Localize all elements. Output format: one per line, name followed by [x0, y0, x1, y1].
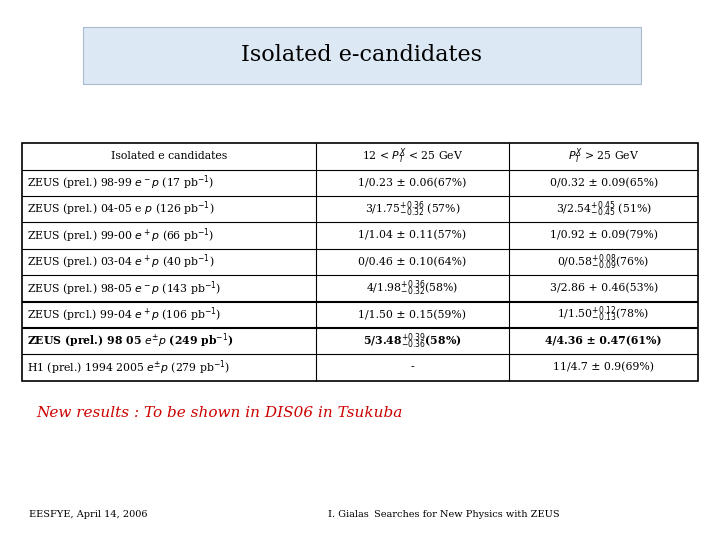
Text: Isolated e candidates: Isolated e candidates: [111, 151, 227, 161]
Text: 5/3.48$^{+0.39}_{-0.36}$(58%): 5/3.48$^{+0.39}_{-0.36}$(58%): [363, 332, 462, 351]
Text: EESFYE, April 14, 2006: EESFYE, April 14, 2006: [29, 510, 148, 519]
Text: 11/4.7 ± 0.9(69%): 11/4.7 ± 0.9(69%): [553, 362, 654, 373]
Text: H1 (prel.) 1994 2005 $e^{±}p$ (279 pb$^{-1}$): H1 (prel.) 1994 2005 $e^{±}p$ (279 pb$^{…: [27, 358, 230, 377]
Text: 1/1.50 ± 0.15(59%): 1/1.50 ± 0.15(59%): [359, 309, 467, 320]
Text: ZEUS (prel.) 98-99 $e^-p$ (17 pb$^{-1}$): ZEUS (prel.) 98-99 $e^-p$ (17 pb$^{-1}$): [27, 173, 215, 192]
Text: Isolated e-candidates: Isolated e-candidates: [241, 44, 482, 66]
Text: ZEUS (prel.) 98 05 $e^{±}p$ (249 pb$^{-1}$): ZEUS (prel.) 98 05 $e^{±}p$ (249 pb$^{-1…: [27, 332, 234, 350]
Text: 3/2.86 + 0.46(53%): 3/2.86 + 0.46(53%): [549, 283, 658, 293]
Text: 1/0.92 ± 0.09(79%): 1/0.92 ± 0.09(79%): [549, 231, 657, 241]
Text: ZEUS (prel.) 04-05 e $p$ (126 pb$^{-1}$): ZEUS (prel.) 04-05 e $p$ (126 pb$^{-1}$): [27, 200, 215, 218]
Text: 3/2.54$^{+0.45}_{-0.45}$ (51%): 3/2.54$^{+0.45}_{-0.45}$ (51%): [556, 199, 652, 219]
Text: 1/0.23 ± 0.06(67%): 1/0.23 ± 0.06(67%): [359, 178, 467, 188]
Text: 4/4.36 ± 0.47(61%): 4/4.36 ± 0.47(61%): [545, 335, 662, 347]
Text: -: -: [410, 362, 414, 373]
Text: 3/1.75$^{+0.36}_{-0.32}$ (57%): 3/1.75$^{+0.36}_{-0.32}$ (57%): [365, 199, 460, 219]
Text: 0/0.32 ± 0.09(65%): 0/0.32 ± 0.09(65%): [549, 178, 658, 188]
Text: I. Gialas: I. Gialas: [328, 510, 369, 519]
Text: ZEUS (prel.) 99-00 $e^+p$ (66 pb$^{-1}$): ZEUS (prel.) 99-00 $e^+p$ (66 pb$^{-1}$): [27, 226, 215, 245]
Text: 1/1.04 ± 0.11(57%): 1/1.04 ± 0.11(57%): [359, 231, 467, 241]
Text: ZEUS (prel.) 98-05 $e^-p$ (143 pb$^{-1}$): ZEUS (prel.) 98-05 $e^-p$ (143 pb$^{-1}$…: [27, 279, 222, 298]
Text: 0/0.58$^{+0.08}_{-0.09}$(76%): 0/0.58$^{+0.08}_{-0.09}$(76%): [557, 252, 650, 272]
FancyBboxPatch shape: [83, 27, 641, 84]
Text: 0/0.46 ± 0.10(64%): 0/0.46 ± 0.10(64%): [359, 256, 467, 267]
Text: $P_T^X$ > 25 GeV: $P_T^X$ > 25 GeV: [568, 146, 639, 166]
Text: 4/1.98$^{+0.36}_{-0.32}$(58%): 4/1.98$^{+0.36}_{-0.32}$(58%): [366, 279, 459, 298]
Text: Searches for New Physics with ZEUS: Searches for New Physics with ZEUS: [374, 510, 560, 519]
Text: ZEUS (prel.) 03-04 $e^+p$ (40 pb$^{-1}$): ZEUS (prel.) 03-04 $e^+p$ (40 pb$^{-1}$): [27, 253, 215, 271]
Text: ZEUS (prcl.) 99-04 $e^+p$ (106 pb$^{-1}$): ZEUS (prcl.) 99-04 $e^+p$ (106 pb$^{-1}$…: [27, 306, 222, 324]
Text: 12 < $P_T^X$ < 25 GeV: 12 < $P_T^X$ < 25 GeV: [362, 146, 463, 166]
Text: 1/1.50$^{+0.12}_{-0.13}$(78%): 1/1.50$^{+0.12}_{-0.13}$(78%): [557, 305, 650, 325]
Text: New results : To be shown in DIS06 in Tsukuba: New results : To be shown in DIS06 in Ts…: [36, 406, 402, 420]
